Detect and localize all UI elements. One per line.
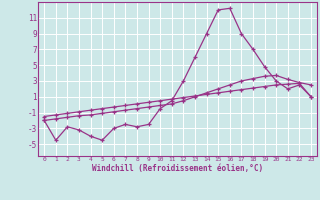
X-axis label: Windchill (Refroidissement éolien,°C): Windchill (Refroidissement éolien,°C) xyxy=(92,164,263,173)
